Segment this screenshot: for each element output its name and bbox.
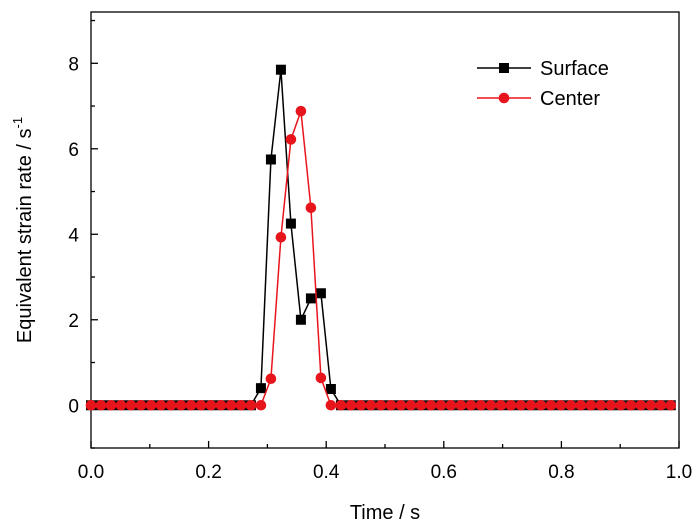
data-point-surface (295, 314, 306, 325)
data-point-center (135, 399, 147, 411)
y-axis-label-unit-exponent: -1 (10, 117, 25, 129)
data-point-surface (275, 64, 286, 75)
data-point-surface (255, 383, 266, 394)
data-point-center (665, 399, 677, 411)
data-point-center (405, 399, 417, 411)
y-tick-label: 4 (68, 225, 79, 246)
y-tick-label: 6 (68, 140, 79, 161)
legend-surface-label: Surface (540, 58, 609, 80)
y-axis: 0 2 4 6 8 (68, 19, 98, 449)
data-point-center (425, 399, 437, 411)
data-point-center (295, 105, 307, 117)
series-line-surface (91, 69, 671, 406)
x-axis: 0.0 0.2 0.4 0.6 0.8 1.0 (78, 441, 692, 483)
data-point-center (265, 373, 277, 385)
data-point-center (495, 399, 507, 411)
data-point-center (535, 399, 547, 411)
data-point-center (385, 399, 397, 411)
data-point-center (305, 202, 317, 214)
y-tick-label: 8 (68, 54, 79, 75)
data-point-center (255, 399, 267, 411)
data-point-center (225, 399, 237, 411)
data-point-center (635, 399, 647, 411)
legend-item-center: Center (477, 88, 600, 110)
data-point-center (185, 399, 197, 411)
legend: Surface Center (477, 58, 609, 110)
data-point-center (625, 399, 637, 411)
legend-center-label: Center (540, 88, 600, 110)
x-tick-label: 1.0 (666, 462, 692, 483)
data-point-center (115, 399, 127, 411)
data-point-center (395, 399, 407, 411)
data-point-center (475, 399, 487, 411)
data-point-center (575, 399, 587, 411)
data-point-center (125, 399, 137, 411)
data-point-center (195, 399, 207, 411)
data-point-center (235, 399, 247, 411)
data-point-surface (285, 218, 296, 229)
data-point-surface (265, 154, 276, 165)
data-point-center (515, 399, 527, 411)
data-point-center (85, 399, 97, 411)
series-layer (85, 64, 677, 411)
x-tick-label: 0.8 (548, 462, 574, 483)
data-point-center (375, 399, 387, 411)
series-center (85, 105, 677, 411)
data-point-center (105, 399, 117, 411)
data-point-center (605, 399, 617, 411)
x-tick-label: 0.2 (195, 462, 221, 483)
data-point-center (175, 399, 187, 411)
x-tick-label: 0.6 (431, 462, 457, 483)
data-point-center (315, 372, 327, 384)
data-point-center (565, 399, 577, 411)
data-point-surface (305, 293, 316, 304)
data-point-center (345, 399, 357, 411)
data-point-center (505, 399, 517, 411)
data-point-center (335, 399, 347, 411)
x-tick-label: 0.4 (313, 462, 340, 483)
data-point-center (95, 399, 107, 411)
data-point-center (485, 399, 497, 411)
data-point-center (145, 399, 157, 411)
data-point-center (645, 399, 657, 411)
data-point-center (435, 399, 447, 411)
legend-center-marker (498, 92, 510, 104)
data-point-center (595, 399, 607, 411)
data-point-center (245, 399, 257, 411)
series-line-center (91, 110, 671, 406)
data-point-center (655, 399, 667, 411)
data-point-center (445, 399, 457, 411)
data-point-center (325, 399, 337, 411)
data-point-center (415, 399, 427, 411)
x-axis-label: Time / s (350, 502, 420, 524)
data-point-center (275, 231, 287, 243)
data-point-center (215, 399, 227, 411)
data-point-center (525, 399, 537, 411)
y-tick-label: 2 (68, 311, 79, 332)
data-point-center (285, 134, 297, 145)
data-point-center (155, 399, 167, 411)
data-point-center (365, 399, 377, 411)
legend-surface-marker (499, 63, 509, 73)
data-point-center (455, 399, 467, 411)
data-point-center (615, 399, 627, 411)
series-surface (86, 64, 676, 411)
data-point-surface (325, 384, 336, 395)
data-point-center (355, 399, 367, 411)
data-point-center (555, 399, 567, 411)
y-axis-label: Equivalent strain rate / s-1 (10, 117, 36, 343)
data-point-center (585, 399, 597, 411)
y-tick-label: 0 (68, 396, 79, 417)
data-point-center (165, 399, 177, 411)
data-point-center (205, 399, 217, 411)
data-point-center (465, 399, 477, 411)
legend-item-surface: Surface (477, 58, 609, 80)
data-point-surface (315, 288, 326, 299)
x-tick-label: 0.0 (78, 462, 104, 483)
y-axis-label-main: Equivalent strain rate / s (14, 129, 36, 344)
data-point-center (545, 399, 557, 411)
